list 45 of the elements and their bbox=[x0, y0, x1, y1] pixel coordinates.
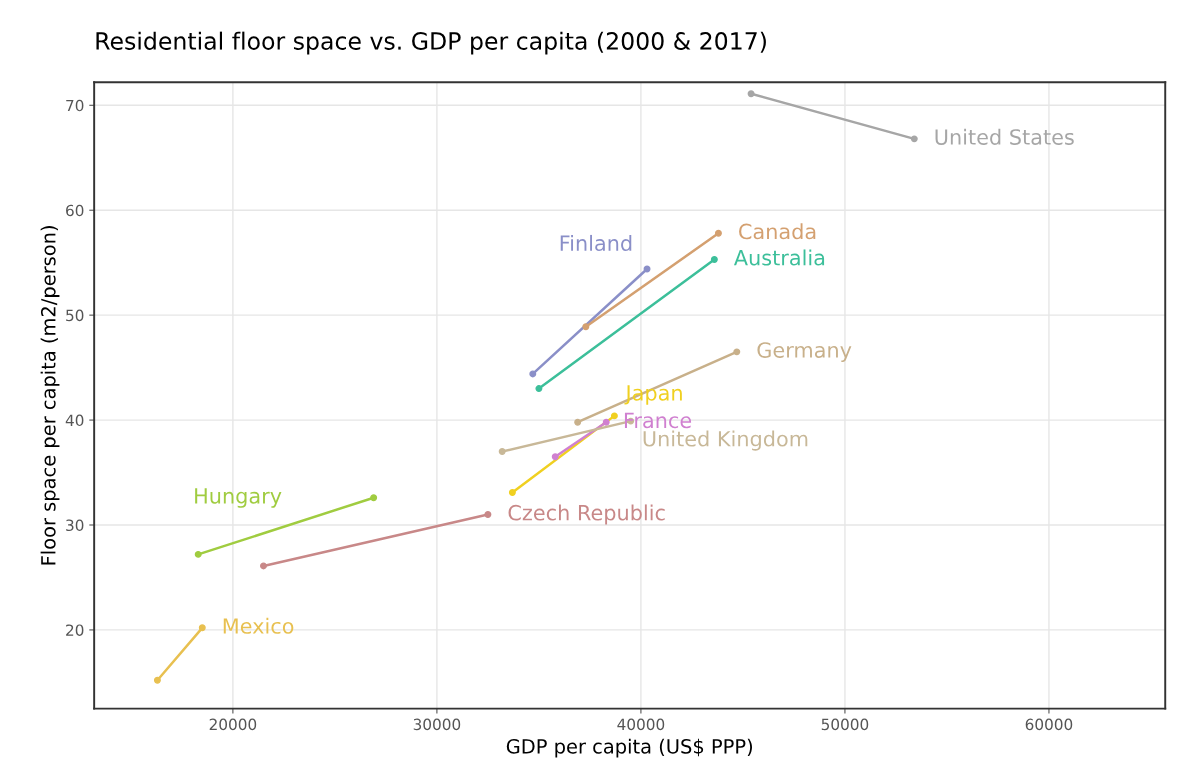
point bbox=[710, 256, 718, 264]
x-tick-label: 40000 bbox=[617, 718, 665, 731]
point bbox=[551, 453, 559, 461]
y-tick-label: 30 bbox=[66, 519, 84, 532]
point bbox=[602, 418, 610, 426]
series-label: Japan bbox=[624, 385, 682, 405]
point bbox=[508, 488, 516, 496]
chart-title: Residential floor space vs. GDP per capita (2000 & 2017) bbox=[96, 31, 766, 55]
series-label: United Kingdom bbox=[643, 430, 808, 451]
point bbox=[370, 494, 378, 502]
point bbox=[198, 624, 206, 632]
y-tick-label: 20 bbox=[66, 624, 84, 636]
series-label: France bbox=[624, 412, 692, 429]
y-tick-label: 60 bbox=[66, 204, 84, 217]
point bbox=[498, 448, 506, 456]
y-tick-label: 50 bbox=[66, 309, 84, 322]
point bbox=[714, 229, 722, 237]
x-tick-label: 20000 bbox=[209, 718, 257, 731]
x-tick-label: 30000 bbox=[413, 718, 461, 731]
point bbox=[529, 370, 537, 378]
point bbox=[910, 135, 918, 143]
series-label: Czech Republic bbox=[508, 504, 665, 525]
x-tick-label: 60000 bbox=[1025, 718, 1073, 731]
point bbox=[582, 323, 590, 331]
point bbox=[610, 412, 618, 420]
point bbox=[574, 418, 582, 426]
y-axis-title: Floor space per capita (m2/person) bbox=[40, 226, 60, 565]
x-tick-label: 50000 bbox=[821, 718, 869, 731]
series-label: Finland bbox=[560, 234, 632, 252]
point bbox=[733, 348, 741, 356]
point bbox=[535, 385, 543, 393]
point bbox=[153, 676, 161, 684]
point bbox=[260, 562, 267, 570]
point bbox=[484, 511, 492, 518]
point bbox=[747, 90, 755, 98]
point bbox=[194, 550, 202, 558]
series-label: Hungary bbox=[195, 488, 282, 508]
y-tick-label: 40 bbox=[65, 414, 84, 427]
x-axis-title: GDP per capita (US$ PPP) bbox=[506, 738, 753, 758]
y-tick-label: 70 bbox=[66, 99, 84, 112]
series-label: Germany bbox=[757, 342, 852, 362]
series-label: Australia bbox=[733, 249, 825, 266]
series-label: United States bbox=[935, 128, 1074, 145]
series-label: Mexico bbox=[223, 617, 294, 634]
series-label: Canada bbox=[739, 223, 816, 240]
